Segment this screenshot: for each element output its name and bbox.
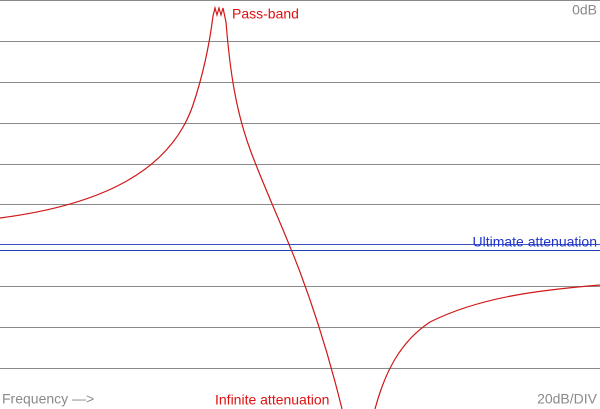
response-curve <box>374 284 600 409</box>
x-axis-label: Frequency —> <box>2 391 94 407</box>
scale-label: 20dB/DIV <box>537 391 598 407</box>
grid <box>0 0 600 369</box>
response-curve <box>0 5 343 409</box>
ultimate-label: Ultimate attenuation <box>472 234 597 250</box>
reference-label: 0dB <box>572 2 597 18</box>
infinite-label: Infinite attenuation <box>215 392 329 408</box>
pass-band-label: Pass-band <box>232 6 299 22</box>
